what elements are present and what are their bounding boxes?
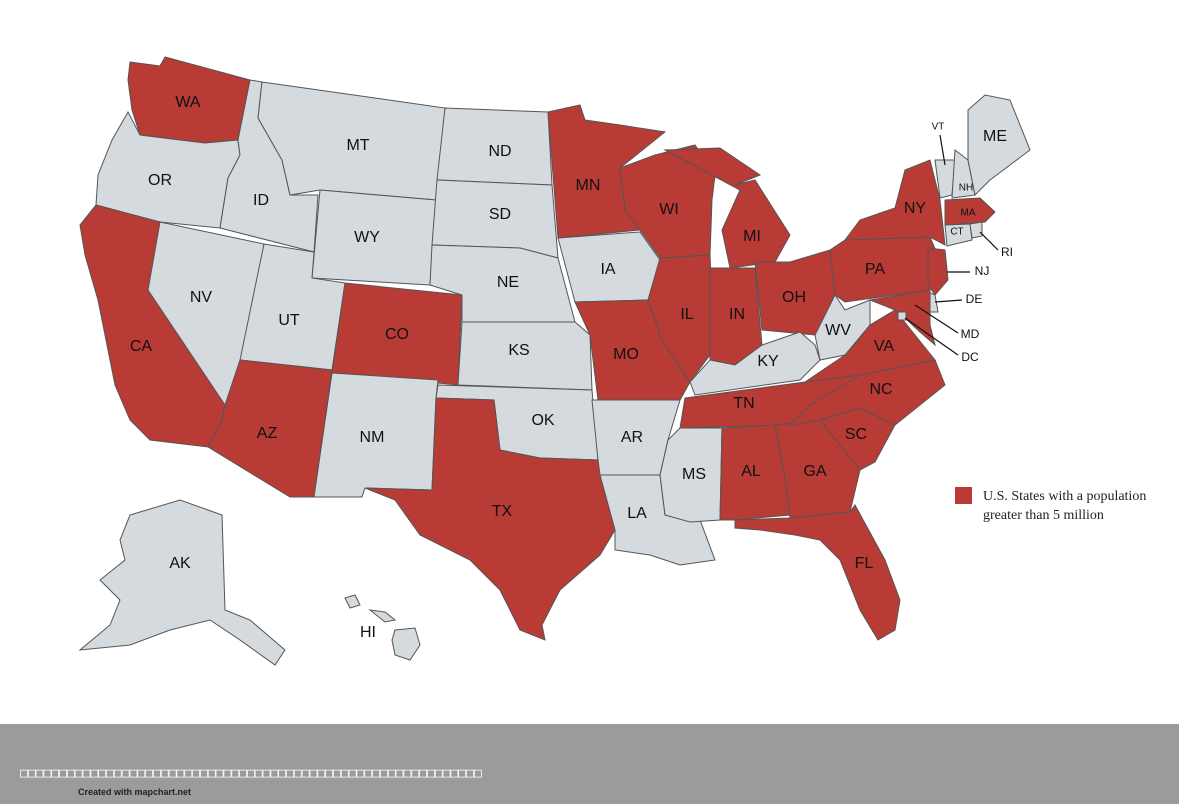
label-HI: HI: [360, 624, 376, 641]
label-WV: WV: [825, 322, 851, 339]
label-LA: LA: [627, 505, 647, 522]
label-NM: NM: [360, 429, 385, 446]
footer-credit: Created with mapchart.net: [78, 787, 192, 797]
state-CT[interactable]: [944, 223, 973, 247]
state-WV[interactable]: [814, 294, 871, 361]
state-NY[interactable]: [843, 159, 946, 246]
label-OH: OH: [782, 289, 806, 306]
label-NJ: NJ: [975, 264, 990, 278]
label-KS: KS: [508, 342, 529, 359]
label-DE: DE: [966, 292, 983, 306]
label-CA: CA: [130, 338, 153, 355]
label-OK: OK: [531, 412, 554, 429]
state-DC[interactable]: [897, 311, 907, 321]
state-TX[interactable]: [364, 397, 616, 641]
state-MI[interactable]: [663, 147, 791, 269]
leader-DC: [904, 317, 959, 356]
label-NH: NH: [959, 183, 973, 194]
label-UT: UT: [278, 312, 300, 329]
state-KS[interactable]: [457, 321, 593, 391]
label-WA: WA: [175, 94, 201, 111]
label-MI: MI: [743, 228, 761, 245]
label-IL: IL: [680, 306, 693, 323]
label-CO: CO: [385, 326, 409, 343]
label-AL: AL: [741, 463, 761, 480]
label-RI: RI: [1001, 245, 1013, 259]
label-IN: IN: [729, 306, 745, 323]
label-MS: MS: [682, 466, 706, 483]
state-MA[interactable]: [944, 197, 996, 226]
leader-MD: [914, 304, 959, 334]
label-FL: FL: [855, 555, 874, 572]
state-KY[interactable]: [689, 331, 821, 396]
label-AR: AR: [621, 429, 643, 446]
label-WY: WY: [354, 229, 380, 246]
label-TN: TN: [733, 395, 754, 412]
label-CT: CT: [950, 227, 963, 238]
state-HI[interactable]: [344, 594, 421, 661]
leader-VT: [939, 134, 946, 166]
label-NY: NY: [904, 200, 927, 217]
state-MD[interactable]: [868, 289, 936, 347]
label-ND: ND: [488, 143, 511, 160]
label-SD: SD: [489, 206, 511, 223]
label-VT: VT: [932, 122, 945, 133]
state-IL[interactable]: [647, 254, 713, 383]
label-AZ: AZ: [257, 425, 278, 442]
state-NJ[interactable]: [927, 247, 949, 296]
state-MN[interactable]: [547, 104, 667, 239]
footer-bar: □□□□□□□□□□□□□□□□□□□□□□□□□□□□□□□□□□□□□□□□…: [0, 724, 1179, 804]
label-MO: MO: [613, 346, 639, 363]
label-NE: NE: [497, 274, 519, 291]
label-IA: IA: [600, 261, 615, 278]
label-ME: ME: [983, 128, 1007, 145]
label-MT: MT: [346, 137, 369, 154]
label-VA: VA: [874, 338, 894, 355]
label-PA: PA: [865, 261, 885, 278]
label-MA: MA: [961, 208, 976, 219]
label-NV: NV: [190, 289, 213, 306]
us-map: WA OR CA ID NV MT WY UT AZ CO NM ND SD N…: [78, 56, 1031, 666]
label-GA: GA: [803, 463, 826, 480]
leader-DE: [934, 299, 963, 303]
state-ME[interactable]: [967, 94, 1031, 197]
label-MN: MN: [576, 177, 601, 194]
state-AK[interactable]: [78, 499, 286, 666]
label-TX: TX: [492, 503, 513, 520]
label-ID: ID: [253, 192, 269, 209]
state-RI[interactable]: [969, 221, 983, 239]
label-NC: NC: [869, 381, 892, 398]
label-SC: SC: [845, 426, 867, 443]
legend-swatch: [955, 487, 972, 504]
label-KY: KY: [757, 353, 779, 370]
label-WI: WI: [659, 201, 679, 218]
label-DC: DC: [961, 350, 979, 364]
legend-text: U.S. States with a population greater th…: [983, 489, 1147, 523]
label-OR: OR: [148, 172, 172, 189]
leader-RI: [979, 231, 999, 251]
leader-lines: [904, 134, 999, 356]
footer-placeholder-text: □□□□□□□□□□□□□□□□□□□□□□□□□□□□□□□□□□□□□□□□…: [20, 766, 482, 781]
label-MD: MD: [961, 327, 980, 341]
state-labels: WA OR CA ID NV MT WY UT AZ CO NM ND SD N…: [130, 94, 1013, 641]
state-FL[interactable]: [734, 504, 901, 641]
label-AK: AK: [169, 555, 191, 572]
